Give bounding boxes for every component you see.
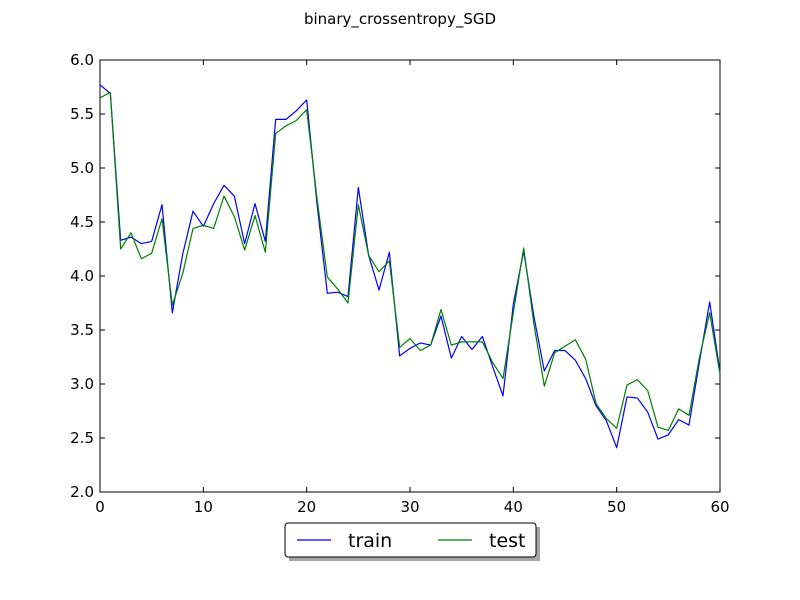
series-line-train [99,84,721,449]
series-layer [99,84,721,449]
x-tick-label: 20 [297,498,316,516]
x-tick-label: 30 [400,498,419,516]
x-tick-label: 0 [95,498,105,516]
y-axis: 2.0 2.5 3.0 3.5 4.0 4.5 5.0 5.5 6.0 [70,51,720,501]
y-tick-label: 5.5 [70,105,94,123]
x-tick-label: 50 [607,498,626,516]
legend: train test [284,522,540,561]
y-tick-label: 6.0 [70,51,94,69]
x-tick-label: 10 [194,498,213,516]
x-axis: 0 10 20 30 40 50 60 [95,60,730,516]
x-tick-label: 40 [504,498,523,516]
y-tick-label: 2.0 [70,483,94,501]
legend-box [284,522,537,558]
plot-area-frame [99,59,721,493]
y-tick-label: 4.0 [70,267,94,285]
y-tick-label: 2.5 [70,429,94,447]
y-tick-label: 3.5 [70,321,94,339]
x-tick-label: 60 [710,498,729,516]
chart-title: binary_crossentropy_SGD [304,10,496,29]
y-tick-label: 4.5 [70,213,94,231]
series-line-test [99,91,721,432]
y-tick-label: 5.0 [70,159,94,177]
legend-label-train: train [348,530,392,552]
y-tick-label: 3.0 [70,375,94,393]
legend-label-test: test [489,530,526,552]
